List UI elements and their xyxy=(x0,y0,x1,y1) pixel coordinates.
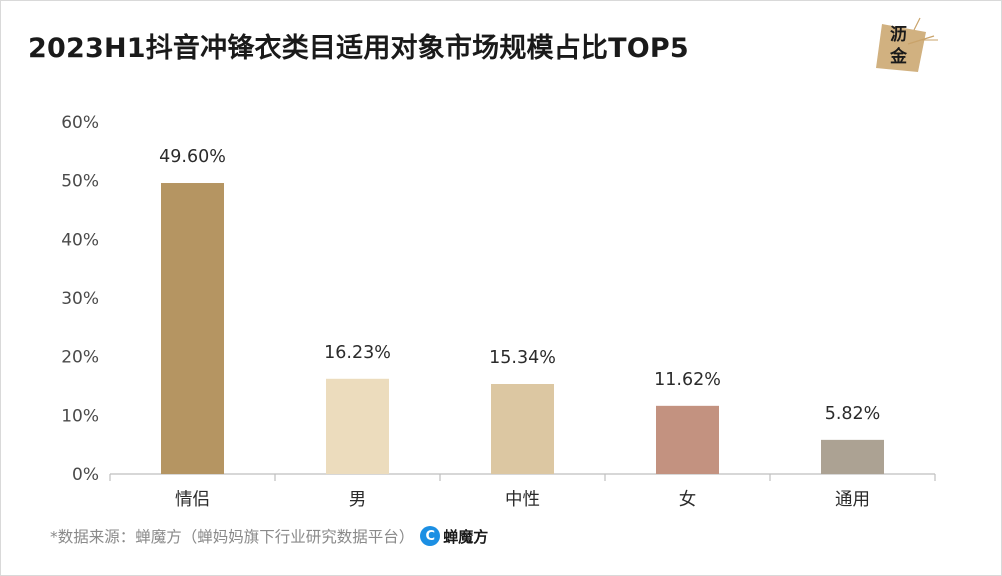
bar-2 xyxy=(326,378,389,474)
x-category-label: 通用 xyxy=(835,490,870,510)
brand-c-icon: C xyxy=(420,526,441,546)
y-tick-label: 10% xyxy=(61,406,99,426)
bar-1 xyxy=(161,183,224,474)
bar-3 xyxy=(491,384,554,474)
logo-char-1: 沥 xyxy=(890,25,907,45)
data-source-note: *数据来源：蝉魔方（蝉妈妈旗下行业研究数据平台） C 蝉魔方 xyxy=(50,525,488,547)
bar-value-label: 49.60% xyxy=(159,147,226,167)
source-text: *数据来源：蝉魔方（蝉妈妈旗下行业研究数据平台） xyxy=(50,528,415,546)
y-tick-label: 50% xyxy=(61,172,99,192)
y-tick-label: 60% xyxy=(61,113,99,133)
y-tick-label: 30% xyxy=(61,289,99,309)
brand-logo: 沥 金 xyxy=(868,14,940,80)
bar-5 xyxy=(821,439,884,474)
bar-value-label: 15.34% xyxy=(489,348,556,368)
bar-value-label: 11.62% xyxy=(654,370,721,390)
x-category-label: 男 xyxy=(349,490,367,510)
bar-value-label: 5.82% xyxy=(825,404,881,424)
bar-4 xyxy=(656,405,719,474)
logo-mark-icon xyxy=(876,17,938,72)
y-tick-label: 20% xyxy=(61,348,99,368)
brand-name: 蝉魔方 xyxy=(443,527,489,546)
x-category-label: 女 xyxy=(679,490,697,510)
x-category-label: 中性 xyxy=(505,490,540,510)
y-tick-label: 40% xyxy=(61,230,99,250)
logo-char-2: 金 xyxy=(890,47,907,67)
source-brand: C 蝉魔方 xyxy=(420,526,488,547)
bar-value-label: 16.23% xyxy=(324,343,391,363)
chart-title: 2023H1抖音冲锋衣类目适用对象市场规模占比TOP5 xyxy=(28,33,689,64)
x-category-label: 情侣 xyxy=(175,490,210,510)
y-tick-label: 0% xyxy=(72,465,99,485)
